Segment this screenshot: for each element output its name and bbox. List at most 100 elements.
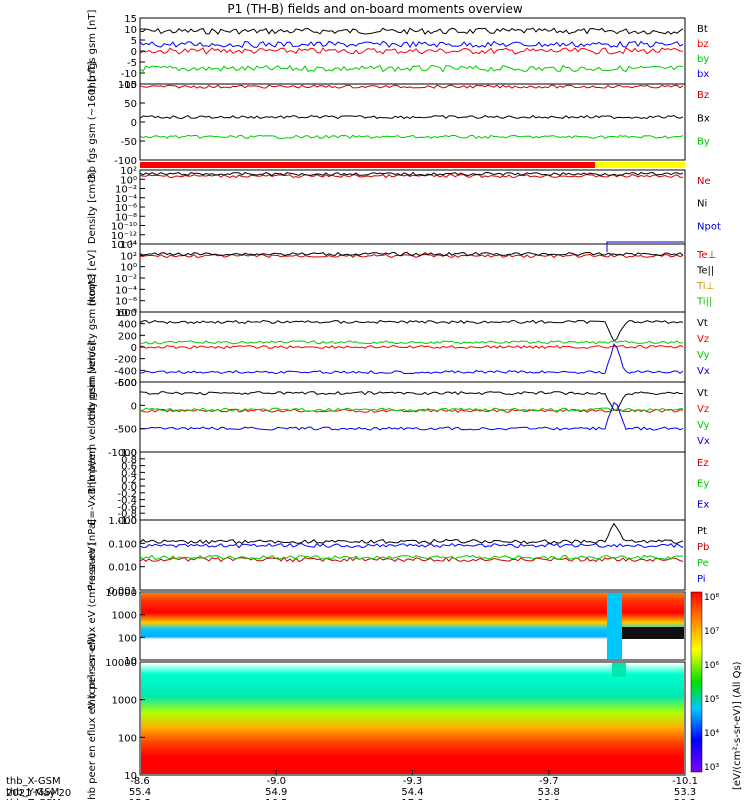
legend-vt: Vt — [697, 388, 708, 399]
legend-pe: Pe — [697, 558, 709, 569]
ephem-value: 55.4 — [129, 787, 151, 798]
ytick-label: -1000 — [108, 448, 137, 459]
panel-2: 100 50 0 -50 -100 thb fgs gsm (~160) [nT] Bz Bx… — [87, 61, 710, 182]
legend-bt: Bt — [697, 24, 708, 35]
ytick-label: 1000 — [112, 611, 137, 622]
ytick-label: 10⁻⁸ — [115, 212, 137, 223]
panel-frame — [139, 591, 686, 661]
ytick-label: 10² — [120, 166, 137, 177]
ytick-label: 0.0 — [121, 482, 137, 493]
ytick-label: -400 — [114, 366, 137, 377]
ylabel: Density [cm-3] — [87, 170, 98, 244]
ytick-label: -600 — [114, 378, 137, 389]
ylabel: thb peir en eflux eV (cm²-s-sr-eV) — [87, 542, 98, 709]
legend-by: By — [697, 137, 710, 148]
series-bx — [139, 114, 684, 120]
ytick-label: 10⁻⁴ — [115, 194, 137, 205]
legend-te: Te⊥ — [696, 250, 716, 261]
panel-frame — [139, 83, 686, 161]
series-bz — [139, 47, 684, 55]
ylabel: E=-VxB [mV/m] — [87, 447, 98, 525]
mode-bar-yellow — [595, 162, 685, 168]
colorbar-tick: 10⁸ — [704, 593, 719, 603]
ytick-label: -200 — [114, 355, 137, 366]
panel-frame — [139, 243, 686, 313]
colorbar-tick: 10⁶ — [704, 661, 719, 671]
panel-7: 1.00.80.60.40.20.0-0.2-0.4-0.6-0.8-1.0 E=… — [87, 447, 709, 527]
ylabel: thb fgs gsm [nT] — [87, 10, 98, 93]
ytick-label: 1000 — [112, 696, 137, 707]
ytick-label: -15 — [121, 80, 137, 91]
panel-10: 10000 1000 100 10 thb peer en eflux eV (cm²-… — [87, 633, 686, 804]
date-label: 2021 May 20 — [6, 788, 71, 799]
panel-6: 500 0 -500 -1000 thb peem velocity gsm [km/s… — [87, 342, 710, 492]
ytick-label: -0.4 — [117, 496, 137, 507]
ylabel: thb peer en eflux eV (cm²-s-sr-eV) — [87, 633, 98, 800]
ephem-value: -9.0 — [266, 776, 286, 787]
colorbar-tick: 10³ — [704, 763, 719, 773]
legend-ti: Ti|| — [696, 297, 712, 308]
spectrogram-disturbance — [607, 593, 622, 659]
ephem-value: -8.6 — [130, 776, 150, 787]
ytick-label: 1.000 — [108, 516, 137, 527]
legend-by: by — [697, 54, 709, 65]
ytick-label: 10⁻⁴ — [115, 285, 137, 296]
spectrogram — [141, 663, 684, 774]
ytick-label: 0.100 — [108, 539, 137, 550]
ytick-label: 100 — [118, 80, 137, 91]
ephem-row-label: thb_X-GSM — [6, 776, 61, 787]
series-bx — [139, 40, 684, 49]
legend-bz: Bz — [697, 90, 709, 101]
ytick-label: 10⁰ — [120, 263, 137, 274]
ytick-label: 10⁻¹⁰ — [111, 222, 137, 233]
legend-ey: Ey — [697, 479, 709, 490]
mode-bar-red — [140, 162, 595, 168]
ytick-label: 0.8 — [121, 455, 137, 466]
ytick-label: 10² — [120, 251, 137, 262]
temperature-step — [606, 241, 684, 252]
series-vx — [139, 401, 684, 431]
mode-bar — [140, 162, 685, 168]
legend-vz: Vz — [697, 404, 709, 415]
colorbar-tick: 10⁵ — [704, 695, 719, 705]
ytick-label: -1.0 — [117, 516, 137, 527]
series-vy — [139, 407, 684, 412]
series-vt — [139, 319, 684, 342]
ytick-label: 10 — [124, 656, 137, 667]
ytick-label: 500 — [118, 378, 137, 389]
legend-bz: bz — [697, 39, 709, 50]
ylabel: thb fgs gsm (~160) [nT] — [87, 61, 98, 182]
ytick-label: 10 — [124, 25, 137, 36]
spectrogram — [141, 593, 684, 659]
ytick-label: 0.010 — [108, 563, 137, 574]
ytick-label: -50 — [121, 137, 137, 148]
legend-bx: bx — [697, 69, 709, 80]
ylabel: thb peim velocity gsm [km/s] — [87, 274, 98, 421]
ylabel: thb peem velocity gsm [km/s] — [87, 342, 98, 492]
ytick-label: 10⁻² — [115, 185, 137, 196]
colorbar-bar — [690, 591, 703, 773]
series-te — [139, 251, 684, 257]
legend-ex: Ex — [697, 499, 709, 510]
ytick-label: 0 — [131, 401, 137, 412]
ytick-label: 5 — [131, 36, 137, 47]
spectrogram-disturbance — [612, 663, 626, 677]
ytick-label: 50 — [124, 99, 137, 110]
legend-vy: Vy — [697, 420, 710, 431]
ytick-label: -100 — [114, 156, 137, 167]
ytick-label: 0.6 — [121, 462, 137, 473]
ylabel: Pressure [nPa] — [87, 519, 98, 591]
legend-vy: Vy — [697, 350, 710, 361]
ytick-label: 1.0 — [121, 448, 137, 459]
legend-npot: Npot — [697, 221, 721, 232]
legend-pb: Pb — [697, 542, 709, 553]
colorbar-tick: 10⁴ — [704, 729, 719, 739]
legend-vz: Vz — [697, 334, 709, 345]
ytick-label: -500 — [114, 425, 137, 436]
series-vz — [139, 408, 684, 413]
